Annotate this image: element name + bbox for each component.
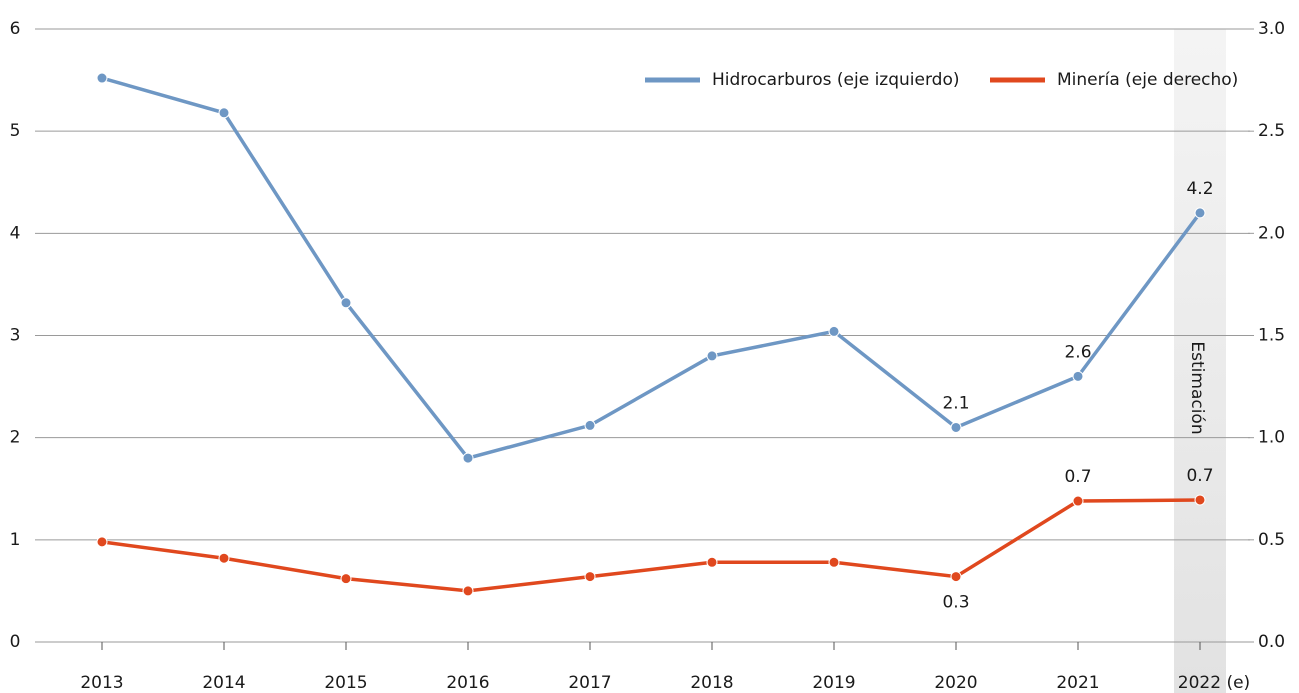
- y2-tick-label: 2.0: [1258, 223, 1285, 243]
- y-tick-label: 1: [10, 530, 21, 550]
- x-tick-label: 2013: [80, 673, 123, 693]
- data-point: [828, 556, 840, 568]
- y-tick-label: 6: [10, 19, 21, 39]
- data-point: [706, 350, 718, 362]
- series-line: [101, 76, 1202, 461]
- data-point: [584, 419, 596, 431]
- estimate-band: [1174, 29, 1226, 693]
- x-tick-label: 2019: [812, 673, 855, 693]
- data-point: [828, 325, 840, 337]
- x-tick-label: 2018: [690, 673, 733, 693]
- data-label: 0.7: [1064, 467, 1091, 487]
- x-tick-label: 2015: [324, 673, 367, 693]
- data-label: 2.6: [1064, 342, 1091, 362]
- data-point: [1072, 495, 1084, 507]
- data-point: [462, 452, 474, 464]
- data-point: [462, 585, 474, 597]
- annotation: Estimación: [1187, 341, 1207, 434]
- series-line: [101, 498, 1201, 593]
- data-point: [950, 571, 962, 583]
- data-point: [96, 536, 108, 548]
- data-point: [218, 552, 230, 564]
- data-point: [1194, 494, 1206, 506]
- y-tick-label: 4: [10, 223, 21, 243]
- y2-tick-label: 1.0: [1258, 428, 1285, 448]
- data-point: [96, 72, 108, 84]
- legend-label: Minería (eje derecho): [1057, 70, 1238, 90]
- data-label: 2.1: [942, 393, 969, 413]
- x-tick-label: 2016: [446, 673, 489, 693]
- x-tick-label: 2022 (e): [1178, 673, 1250, 693]
- data-point: [340, 573, 352, 585]
- y-tick-label: 5: [10, 121, 21, 141]
- y2-tick-label: 1.5: [1258, 326, 1285, 346]
- data-point: [584, 571, 596, 583]
- x-tick-label: 2020: [934, 673, 977, 693]
- y2-tick-label: 0.0: [1258, 632, 1285, 652]
- y2-tick-label: 3.0: [1258, 19, 1285, 39]
- data-label: 0.7: [1186, 466, 1213, 486]
- data-point: [218, 107, 230, 119]
- x-tick-label: 2021: [1056, 673, 1099, 693]
- x-tick-label: 2014: [202, 673, 245, 693]
- y-tick-label: 3: [10, 326, 21, 346]
- y2-tick-label: 0.5: [1258, 530, 1285, 550]
- data-point: [1194, 207, 1206, 219]
- data-point: [950, 421, 962, 433]
- data-point: [706, 556, 718, 568]
- y2-tick-label: 2.5: [1258, 121, 1285, 141]
- data-point: [340, 297, 352, 309]
- data-label: 0.3: [942, 593, 969, 613]
- data-label: 4.2: [1186, 179, 1213, 199]
- data-point: [1072, 370, 1084, 382]
- legend-label: Hidrocarburos (eje izquierdo): [712, 70, 960, 90]
- y-tick-label: 2: [10, 428, 21, 448]
- x-tick-label: 2017: [568, 673, 611, 693]
- y-tick-label: 0: [10, 632, 21, 652]
